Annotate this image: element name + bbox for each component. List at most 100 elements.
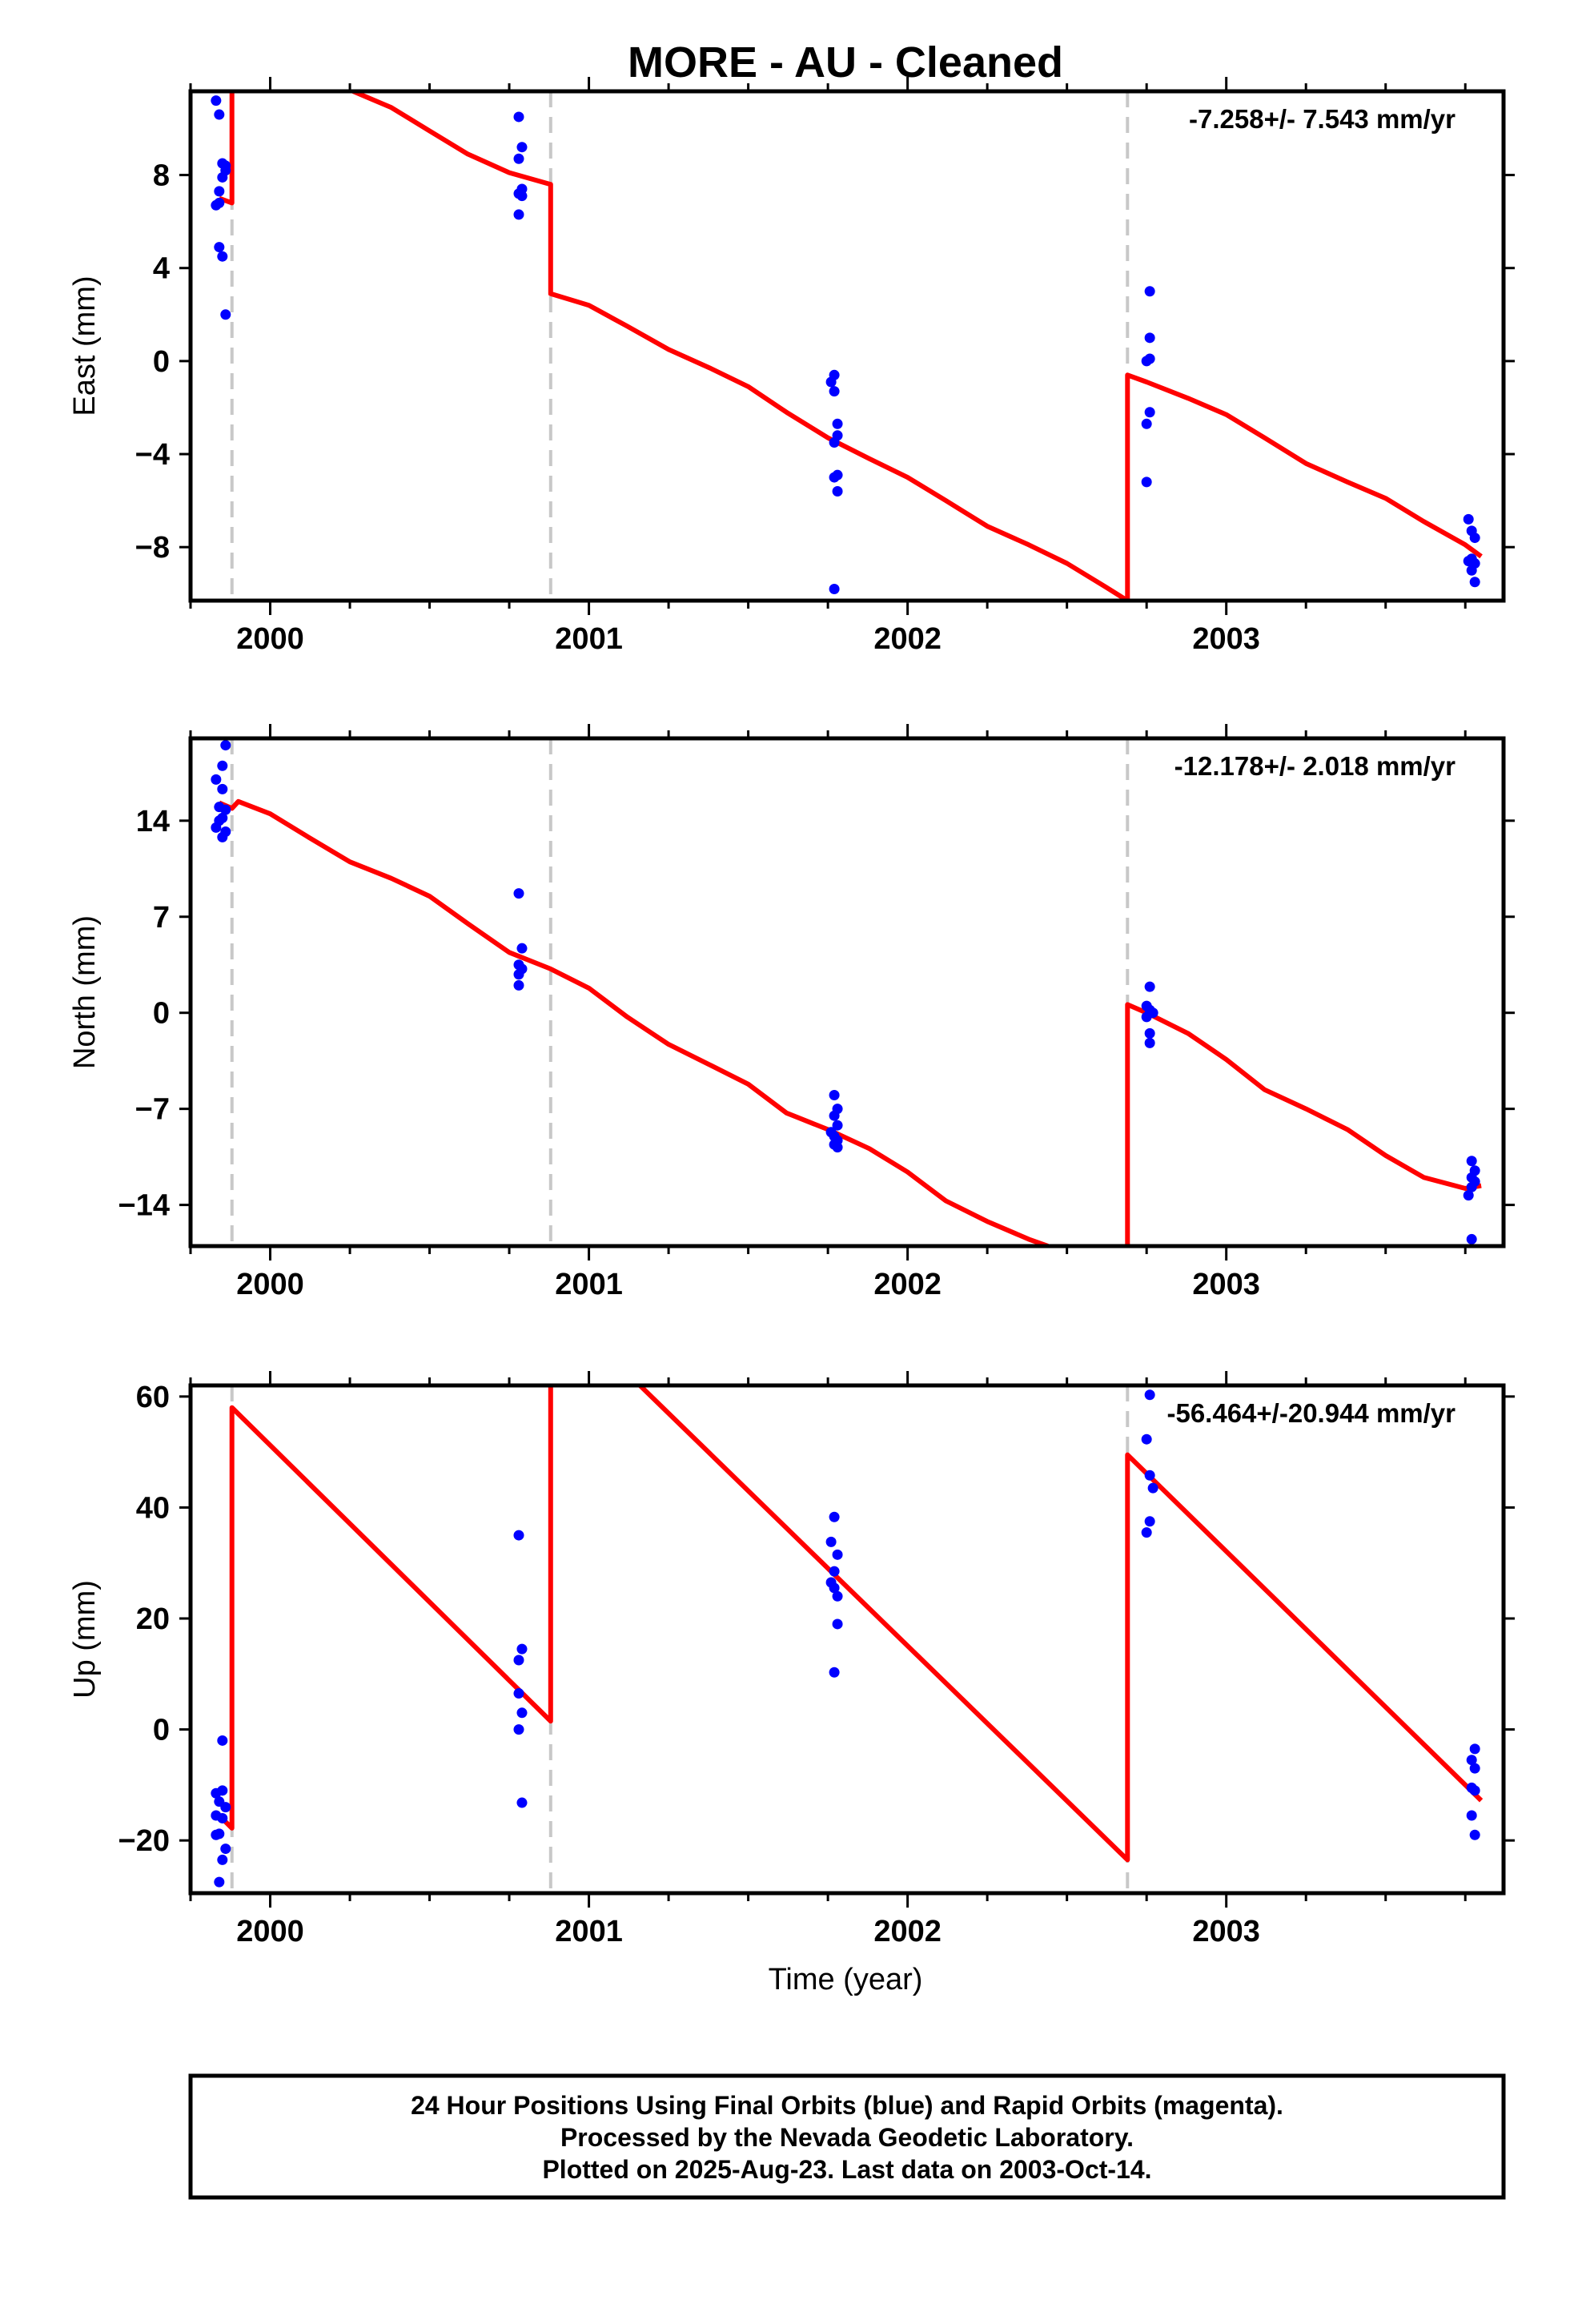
model-line bbox=[638, 1385, 1484, 1863]
rate-label: -56.464+/-20.944 mm/yr bbox=[1166, 1398, 1456, 1428]
data-point bbox=[1147, 1482, 1158, 1494]
data-point bbox=[829, 1110, 840, 1121]
data-point bbox=[829, 437, 840, 448]
east-panel: 8 4 0 −4 −8 2000 2001 2002 2003 East (mm) -7.258+/… bbox=[68, 77, 1515, 656]
x-tick-label: 2003 bbox=[1192, 622, 1260, 656]
data-point bbox=[1466, 1181, 1477, 1192]
y-tick-label: 0 bbox=[153, 997, 170, 1031]
y-axis-label: Up (mm) bbox=[68, 1580, 102, 1699]
x-tick-label: 2001 bbox=[555, 1268, 623, 1301]
data-point bbox=[829, 386, 840, 397]
data-point bbox=[829, 1667, 840, 1678]
data-point bbox=[1141, 1433, 1152, 1445]
data-point bbox=[516, 1707, 528, 1719]
data-point bbox=[214, 1876, 225, 1888]
footer-line-1: 24 Hour Positions Using Final Orbits (bl… bbox=[411, 2091, 1283, 2120]
data-point bbox=[1469, 1743, 1480, 1755]
data-point bbox=[1466, 1810, 1477, 1821]
model-line bbox=[1125, 1002, 1482, 1246]
y-tick-label: −4 bbox=[135, 438, 170, 472]
data-point bbox=[1144, 353, 1155, 364]
y-tick-label: 0 bbox=[153, 1714, 170, 1747]
data-point bbox=[513, 209, 524, 220]
data-point bbox=[829, 472, 840, 483]
data-point bbox=[516, 1797, 528, 1808]
data-point bbox=[1466, 565, 1477, 576]
y-tick-label: 20 bbox=[136, 1602, 170, 1636]
data-point bbox=[1469, 1763, 1480, 1774]
data-point bbox=[516, 943, 528, 954]
data-point bbox=[220, 165, 231, 176]
data-point bbox=[829, 583, 840, 594]
footer-line-2: Processed by the Nevada Geodetic Laborat… bbox=[560, 2123, 1134, 2152]
data-point bbox=[220, 740, 231, 751]
y-tick-label: 0 bbox=[153, 345, 170, 379]
chart-title: MORE - AU - Cleaned bbox=[628, 38, 1063, 86]
data-point bbox=[217, 1785, 228, 1796]
data-point bbox=[1144, 1389, 1155, 1401]
data-point bbox=[1466, 1156, 1477, 1167]
data-point bbox=[513, 969, 524, 980]
data-point bbox=[1141, 1527, 1152, 1538]
data-point bbox=[832, 1618, 843, 1630]
y-tick-label: −20 bbox=[118, 1824, 170, 1858]
data-point bbox=[516, 1643, 528, 1655]
data-point bbox=[1144, 981, 1155, 992]
data-point bbox=[832, 1120, 843, 1131]
data-point bbox=[513, 1655, 524, 1666]
data-point bbox=[513, 888, 524, 899]
data-point bbox=[825, 1536, 837, 1547]
data-point bbox=[220, 309, 231, 320]
data-point bbox=[1469, 1785, 1480, 1796]
data-point bbox=[1463, 1190, 1474, 1201]
data-point bbox=[1469, 577, 1480, 588]
plot-area bbox=[191, 738, 1504, 1246]
data-point bbox=[220, 1844, 231, 1855]
data-point bbox=[832, 1590, 843, 1602]
data-point bbox=[217, 251, 228, 262]
data-point bbox=[217, 783, 228, 794]
model-line bbox=[351, 91, 1129, 601]
data-point bbox=[1144, 1037, 1155, 1048]
y-axis-label: North (mm) bbox=[68, 915, 102, 1069]
data-point bbox=[211, 199, 222, 211]
data-point bbox=[211, 1829, 222, 1840]
footer-line-3: Plotted on 2025-Aug-23. Last data on 200… bbox=[542, 2155, 1151, 2184]
data-point bbox=[829, 1566, 840, 1577]
y-tick-label: 14 bbox=[136, 805, 170, 838]
data-point bbox=[217, 831, 228, 842]
data-point bbox=[829, 1511, 840, 1522]
data-point bbox=[1466, 1233, 1477, 1244]
y-tick-label: −7 bbox=[135, 1093, 170, 1127]
data-point bbox=[1466, 1755, 1477, 1766]
data-point bbox=[832, 418, 843, 429]
data-point bbox=[1144, 286, 1155, 297]
data-point bbox=[1144, 1027, 1155, 1039]
data-point bbox=[1141, 418, 1152, 429]
y-tick-label: −8 bbox=[135, 531, 170, 565]
x-tick-label: 2001 bbox=[555, 622, 623, 656]
data-point bbox=[1144, 1516, 1155, 1527]
data-point bbox=[214, 186, 225, 197]
plot-area bbox=[191, 1385, 1504, 1893]
rate-label: -7.258+/- 7.543 mm/yr bbox=[1189, 104, 1456, 134]
y-tick-label: 40 bbox=[136, 1491, 170, 1525]
north-panel: 14 7 0 −7 −14 2000 2001 2002 2003 North (mm) -12.1… bbox=[68, 724, 1515, 1301]
data-point bbox=[1141, 476, 1152, 488]
data-point bbox=[220, 1802, 231, 1813]
x-tick-label: 2003 bbox=[1192, 1915, 1260, 1948]
x-tick-label: 2001 bbox=[555, 1915, 623, 1948]
data-point bbox=[211, 822, 222, 833]
footer-box bbox=[188, 2073, 1506, 2200]
x-tick-label: 2000 bbox=[236, 1915, 304, 1948]
data-point bbox=[513, 153, 524, 164]
data-point bbox=[214, 109, 225, 120]
x-tick-label: 2003 bbox=[1192, 1268, 1260, 1301]
data-point bbox=[825, 376, 837, 388]
data-point bbox=[1463, 556, 1474, 567]
x-tick-label: 2002 bbox=[873, 622, 942, 656]
data-point bbox=[1144, 1470, 1155, 1481]
x-tick-label: 2002 bbox=[873, 1268, 942, 1301]
data-point bbox=[516, 191, 528, 202]
